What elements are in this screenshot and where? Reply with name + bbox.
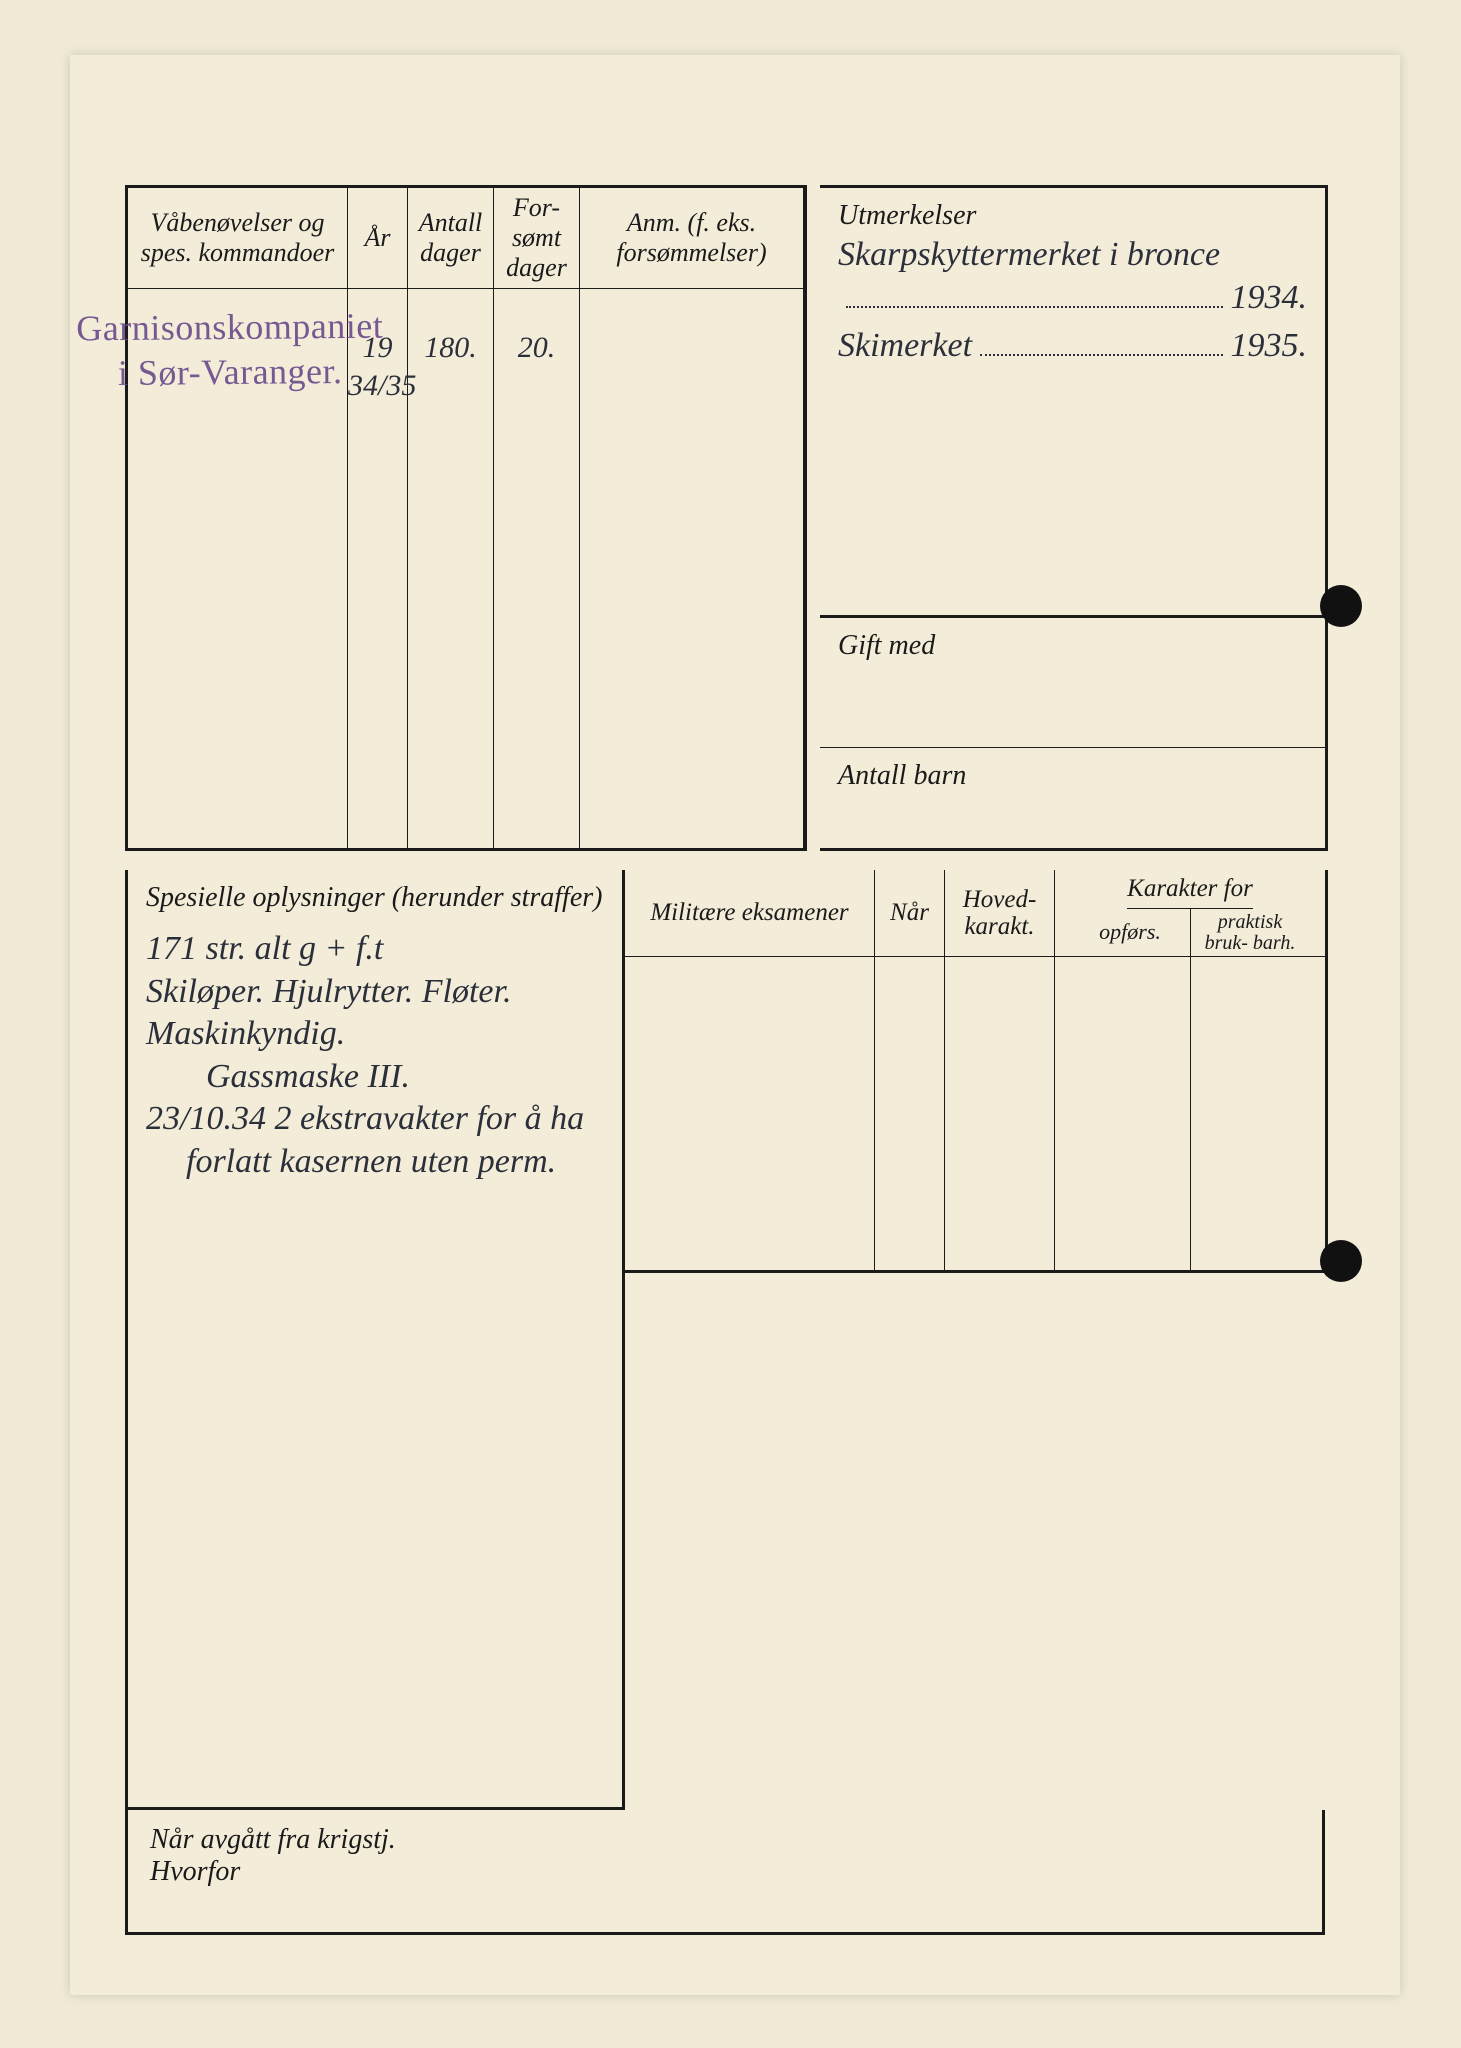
dots — [846, 285, 1223, 307]
utmerkelser-text: Skimerket — [838, 325, 972, 368]
antall-barn-box: Antall barn — [820, 748, 1325, 804]
hdr-karakter-for: Karakter for — [1127, 870, 1253, 909]
exercises-header: Våbenøvelser og spes. kommandoer År Anta… — [128, 188, 803, 289]
eksamener-cell — [1055, 957, 1325, 1271]
spesielle-line: forlatt kasernen uten perm. — [146, 1141, 604, 1184]
hdr-ar: År — [348, 188, 408, 288]
exercises-table: Våbenøvelser og spes. kommandoer År Anta… — [125, 185, 807, 851]
hdr-hoved: Hoved- karakt. — [945, 870, 1055, 956]
antall-barn-label: Antall barn — [838, 760, 966, 791]
cell-forsomt: 20. — [494, 289, 580, 849]
spesielle-line: 171 str. alt g + f.t — [146, 928, 604, 971]
hdr-praktisk: praktisk bruk- barh. — [1191, 909, 1310, 956]
stamp-line1: Garnisonskompaniet — [76, 306, 383, 349]
utmerkelser-year: 1935. — [1231, 325, 1308, 368]
bottom-line2: Hvorfor — [150, 1856, 1300, 1888]
hdr-forsomt: For- sømt dager — [494, 188, 580, 288]
utmerkelser-label: Utmerkelser — [838, 200, 976, 231]
eksamener-cell — [945, 957, 1055, 1271]
unit-stamp: Garnisonskompaniet i Sør-Varanger. — [40, 303, 421, 396]
utmerkelser-box: Utmerkelser Skarpskyttermerket i bronce … — [820, 188, 1325, 618]
bottom-line1: Når avgått fra krigstj. — [150, 1824, 1300, 1856]
eksamener-body — [625, 957, 1325, 1271]
eksamener-cell — [875, 957, 945, 1271]
cell-antall: 180. — [408, 289, 494, 849]
eksamener-cell — [625, 957, 875, 1271]
spesielle-line: Skiløper. Hjulrytter. Fløter. — [146, 971, 604, 1014]
punch-hole — [1320, 1240, 1362, 1282]
spesielle-label: Spesielle oplysninger (herunder straffer… — [146, 882, 604, 914]
hdr-karakter-group: Karakter for opførs. praktisk bruk- barh… — [1055, 870, 1325, 956]
spesielle-line: 23/10.34 2 ekstravakter for å ha — [146, 1098, 604, 1141]
utmerkelser-entry: Skarpskyttermerket i bronce — [838, 234, 1307, 277]
utmerkelser-entry: 1934. — [838, 277, 1307, 320]
spesielle-line: Maskinkyndig. — [146, 1013, 604, 1056]
hdr-kommando: Våbenøvelser og spes. kommandoer — [128, 188, 348, 288]
hdr-eksamen: Militære eksamener — [625, 870, 875, 956]
spesielle-line: Gassmaske III. — [146, 1056, 604, 1099]
gift-med-box: Gift med — [820, 618, 1325, 748]
utmerkelser-text: Skarpskyttermerket i bronce — [838, 234, 1220, 277]
eksamener-table: Militære eksamener Når Hoved- karakt. Ka… — [625, 870, 1328, 1273]
punch-hole — [1320, 585, 1362, 627]
page: Våbenøvelser og spes. kommandoer År Anta… — [0, 0, 1461, 2048]
stamp-line2: i Sør-Varanger. — [118, 351, 343, 393]
hdr-antall: Antall dager — [408, 188, 494, 288]
cell-anm — [580, 289, 803, 849]
hdr-nar: Når — [875, 870, 945, 956]
utmerkelser-year: 1934. — [1231, 277, 1308, 320]
dots — [980, 334, 1222, 356]
right-top-box: Utmerkelser Skarpskyttermerket i bronce … — [820, 185, 1328, 851]
hdr-anm: Anm. (f. eks. forsømmelser) — [580, 188, 803, 288]
utmerkelser-entry: Skimerket 1935. — [838, 325, 1307, 368]
spesielle-box: Spesielle oplysninger (herunder straffer… — [125, 870, 625, 1810]
bottom-box: Når avgått fra krigstj. Hvorfor — [125, 1810, 1325, 1935]
gift-med-label: Gift med — [838, 630, 935, 661]
eksamener-header: Militære eksamener Når Hoved- karakt. Ka… — [625, 870, 1325, 957]
hdr-opfors: opførs. — [1071, 909, 1191, 956]
